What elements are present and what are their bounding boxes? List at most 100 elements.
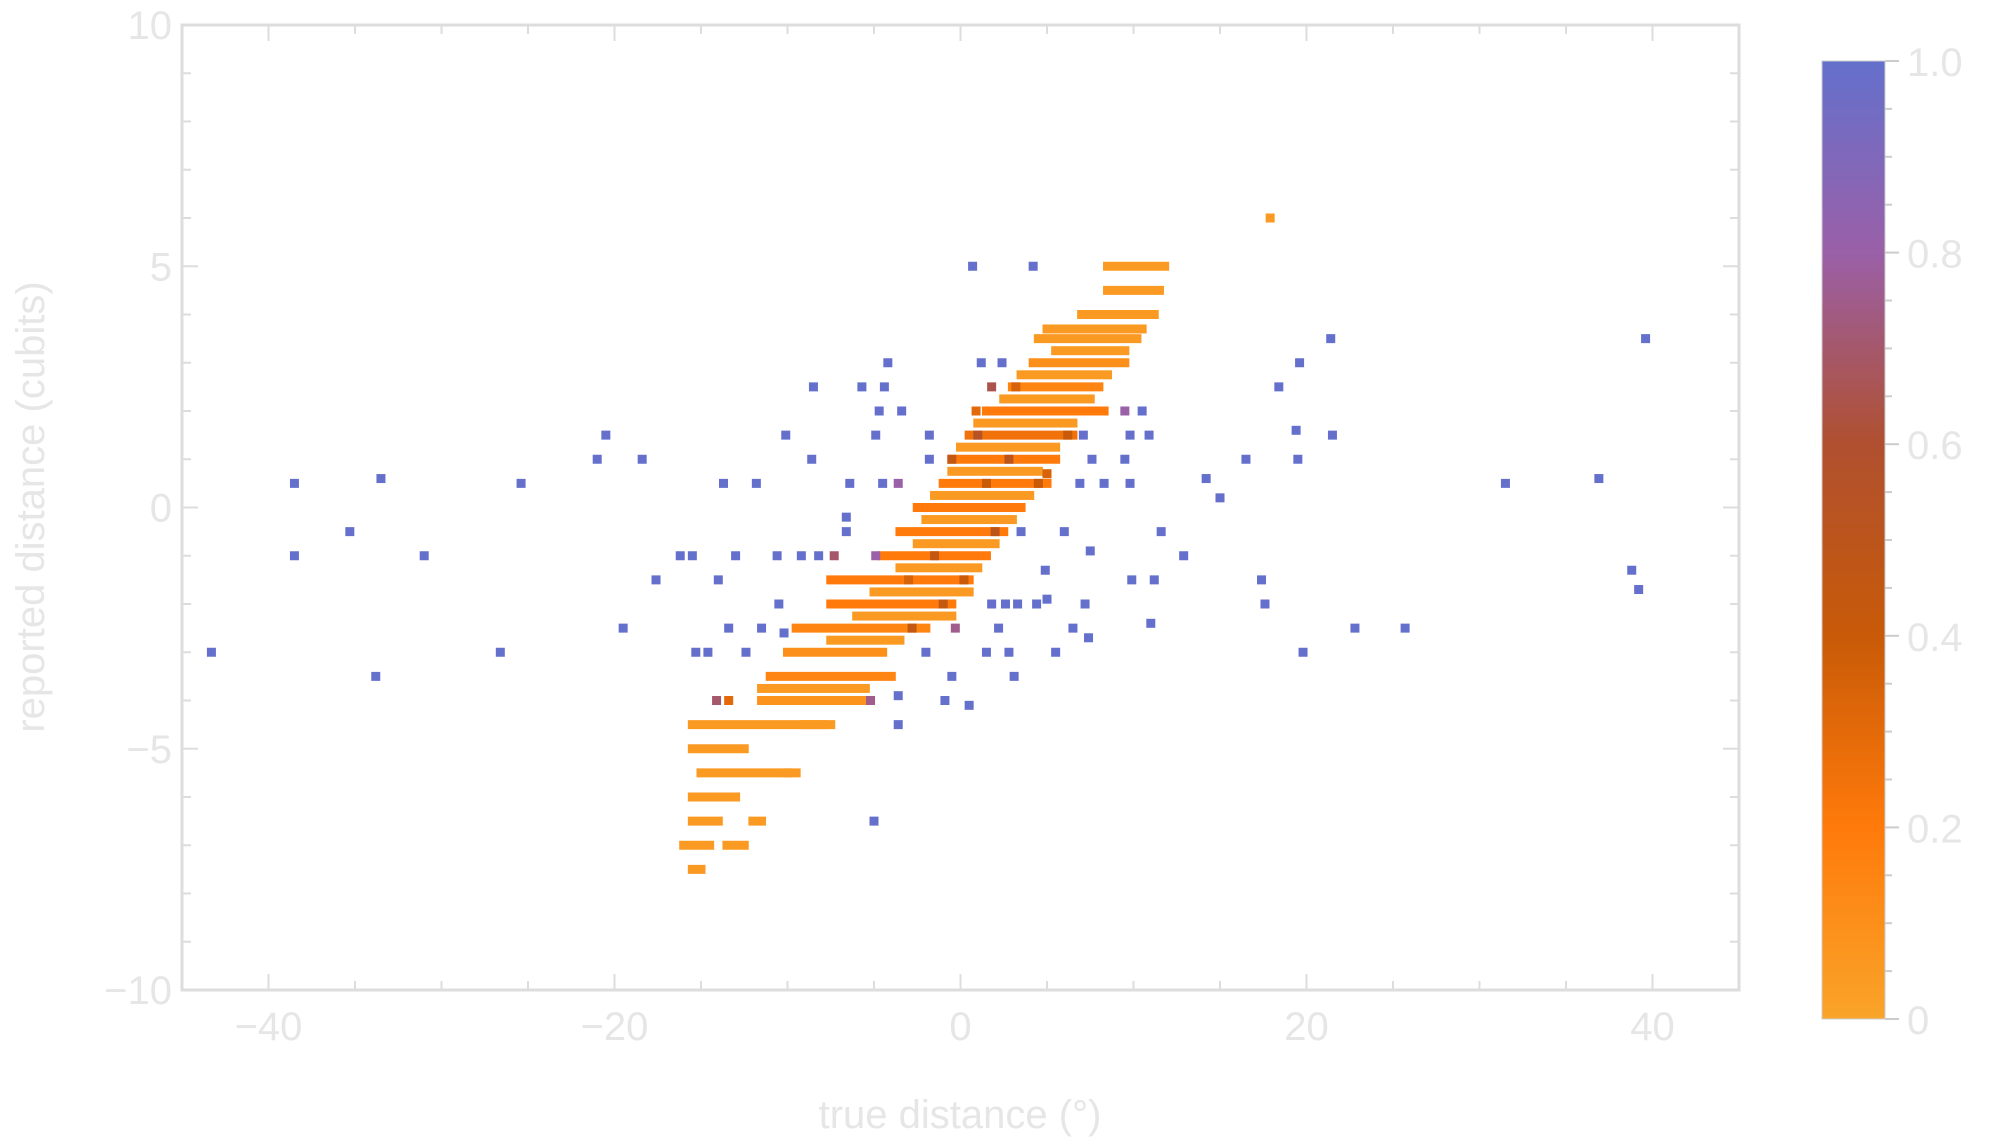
data-point <box>724 623 734 633</box>
data-point <box>976 358 986 368</box>
data-point <box>1125 430 1135 440</box>
data-point <box>1298 647 1308 657</box>
data-segment <box>783 647 888 657</box>
data-point <box>1594 474 1604 484</box>
data-point <box>893 691 903 701</box>
data-marks <box>206 213 1651 874</box>
data-point <box>997 358 1007 368</box>
data-point <box>808 382 818 392</box>
data-point <box>1274 382 1284 392</box>
data-point <box>1016 527 1026 537</box>
data-point <box>1040 565 1050 575</box>
data-point <box>904 575 914 585</box>
data-point <box>814 551 824 561</box>
data-point <box>878 478 888 488</box>
data-point <box>871 551 881 561</box>
data-point <box>691 647 701 657</box>
data-point <box>1078 430 1088 440</box>
data-point <box>981 647 991 657</box>
data-point <box>1201 474 1211 484</box>
data-point <box>718 478 728 488</box>
data-point <box>712 696 722 705</box>
data-point <box>1028 261 1038 271</box>
data-point <box>987 599 997 609</box>
data-segment <box>895 563 983 573</box>
data-point <box>1215 493 1225 503</box>
data-point <box>651 575 661 585</box>
data-point <box>1004 454 1014 464</box>
data-segment <box>791 623 931 633</box>
data-segment <box>1103 261 1170 271</box>
data-segment <box>757 683 870 693</box>
data-point <box>1063 430 1073 440</box>
data-point <box>637 454 647 464</box>
data-point <box>1400 623 1410 633</box>
data-point <box>1011 382 1021 392</box>
data-point <box>1009 671 1019 681</box>
data-segment <box>1028 358 1130 368</box>
data-point <box>1051 647 1061 657</box>
data-segment <box>765 671 896 681</box>
x-tick-label: 40 <box>1630 1005 1675 1049</box>
x-axis-ticks: −40 −20 0 20 40 <box>181 25 1740 1049</box>
data-segment <box>748 816 767 826</box>
data-point <box>289 551 299 561</box>
data-segment <box>687 816 723 826</box>
data-segment <box>687 720 836 730</box>
data-point <box>1241 454 1251 464</box>
data-point <box>1120 454 1130 464</box>
data-point <box>1000 599 1010 609</box>
y-tick-label: −5 <box>126 728 172 772</box>
data-point <box>772 551 782 561</box>
data-point <box>1042 594 1052 604</box>
data-point <box>774 599 784 609</box>
data-segment <box>930 490 1035 500</box>
data-point <box>874 406 884 416</box>
data-point <box>371 671 381 681</box>
data-point <box>1080 599 1090 609</box>
x-axis-label: true distance (°) <box>819 1093 1102 1137</box>
data-segment <box>757 696 870 705</box>
data-point <box>1042 469 1052 479</box>
data-segment <box>981 406 1109 416</box>
y-tick-label: 10 <box>128 4 173 48</box>
data-point <box>897 406 907 416</box>
data-segment <box>956 442 1061 452</box>
data-segment <box>1033 334 1142 344</box>
data-point <box>879 382 889 392</box>
data-point <box>866 696 876 705</box>
data-segment <box>938 478 1052 488</box>
x-tick-label: −20 <box>581 1005 649 1049</box>
data-point <box>757 623 767 633</box>
data-point <box>376 474 386 484</box>
data-segment <box>1016 370 1113 380</box>
data-point <box>921 647 931 657</box>
data-point <box>893 720 903 730</box>
y-axis-ticks: −10 −5 0 5 10 <box>104 4 1739 1013</box>
colorbar-tick-label: 0.6 <box>1907 424 1963 468</box>
data-point <box>1004 647 1014 657</box>
data-point <box>1087 454 1097 464</box>
data-point <box>724 696 734 705</box>
data-point <box>924 454 934 464</box>
data-segment <box>912 539 1000 549</box>
data-point <box>845 478 855 488</box>
data-segment <box>826 635 905 645</box>
data-point <box>601 430 611 440</box>
data-point <box>964 700 974 710</box>
data-point <box>781 430 791 440</box>
data-point <box>959 575 969 585</box>
data-point <box>1293 454 1303 464</box>
data-point <box>930 551 940 561</box>
data-segment <box>947 454 1061 464</box>
data-segment <box>973 418 1078 428</box>
data-segment <box>722 840 749 850</box>
data-point <box>1326 334 1336 344</box>
data-segment <box>800 720 827 730</box>
colorbar-tick-label: 1.0 <box>1907 41 1963 85</box>
data-point <box>419 551 429 561</box>
data-point <box>1149 575 1159 585</box>
data-point <box>883 358 893 368</box>
data-point <box>751 478 761 488</box>
